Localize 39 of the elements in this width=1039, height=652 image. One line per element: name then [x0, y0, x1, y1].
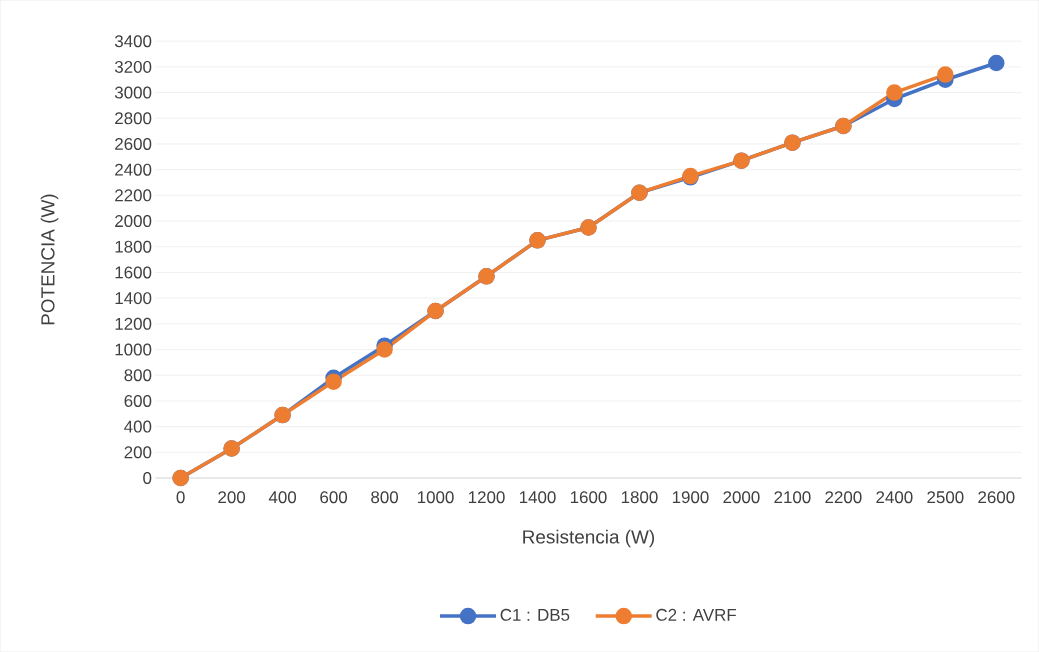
- y-tick-label: 3200: [114, 60, 152, 73]
- y-tick-label: 2000: [115, 215, 152, 227]
- x-tick-label: 400: [268, 491, 297, 504]
- x-tick-label: 1200: [468, 491, 505, 504]
- y-tick-label: 200: [124, 446, 152, 459]
- y-tick-label: 3000: [114, 86, 152, 99]
- x-tick-label: 1000: [418, 491, 454, 504]
- y-tick-label: 2800: [115, 112, 152, 125]
- x-tick-label: 0: [176, 491, 185, 504]
- y-tick-label: 3400: [114, 35, 152, 48]
- x-tick-label: 2100: [774, 491, 811, 504]
- legend-label: C2 : AVRF: [656, 608, 737, 621]
- y-tick-label: 0: [143, 471, 152, 484]
- y-axis-title: POTENCIA (W): [40, 194, 59, 325]
- x-tick-label: 600: [320, 491, 348, 504]
- x-tick-label: 2500: [927, 491, 964, 504]
- y-tick-label: 1800: [115, 240, 152, 253]
- x-tick-label: 1800: [621, 491, 658, 504]
- x-tick-label: 1600: [570, 491, 607, 504]
- y-tick-label: 1000: [115, 343, 152, 356]
- x-tick-label: 200: [218, 491, 246, 504]
- y-tick-label: 800: [124, 369, 152, 382]
- y-tick-label: 1400: [115, 292, 152, 305]
- x-tick-label: 2600: [978, 491, 1015, 504]
- x-tick-label: 800: [371, 491, 399, 504]
- x-tick-label: 2400: [876, 491, 913, 504]
- y-tick-label: 600: [124, 394, 152, 407]
- x-tick-label: 1400: [519, 491, 556, 504]
- x-tick-label: 1900: [672, 491, 709, 504]
- y-tick-label: 400: [124, 420, 152, 433]
- y-tick-label: 1600: [115, 266, 152, 279]
- y-tick-label: 1200: [115, 317, 152, 330]
- x-tick-label: 2000: [723, 491, 760, 504]
- y-tick-label: 2200: [115, 189, 152, 202]
- x-axis-title: Resistencia (W): [523, 529, 655, 548]
- legend-label: C1 : DB5: [500, 608, 570, 621]
- y-tick-label: 2400: [115, 163, 152, 176]
- y-tick-label: 2600: [115, 137, 152, 150]
- x-tick-label: 2200: [825, 491, 862, 504]
